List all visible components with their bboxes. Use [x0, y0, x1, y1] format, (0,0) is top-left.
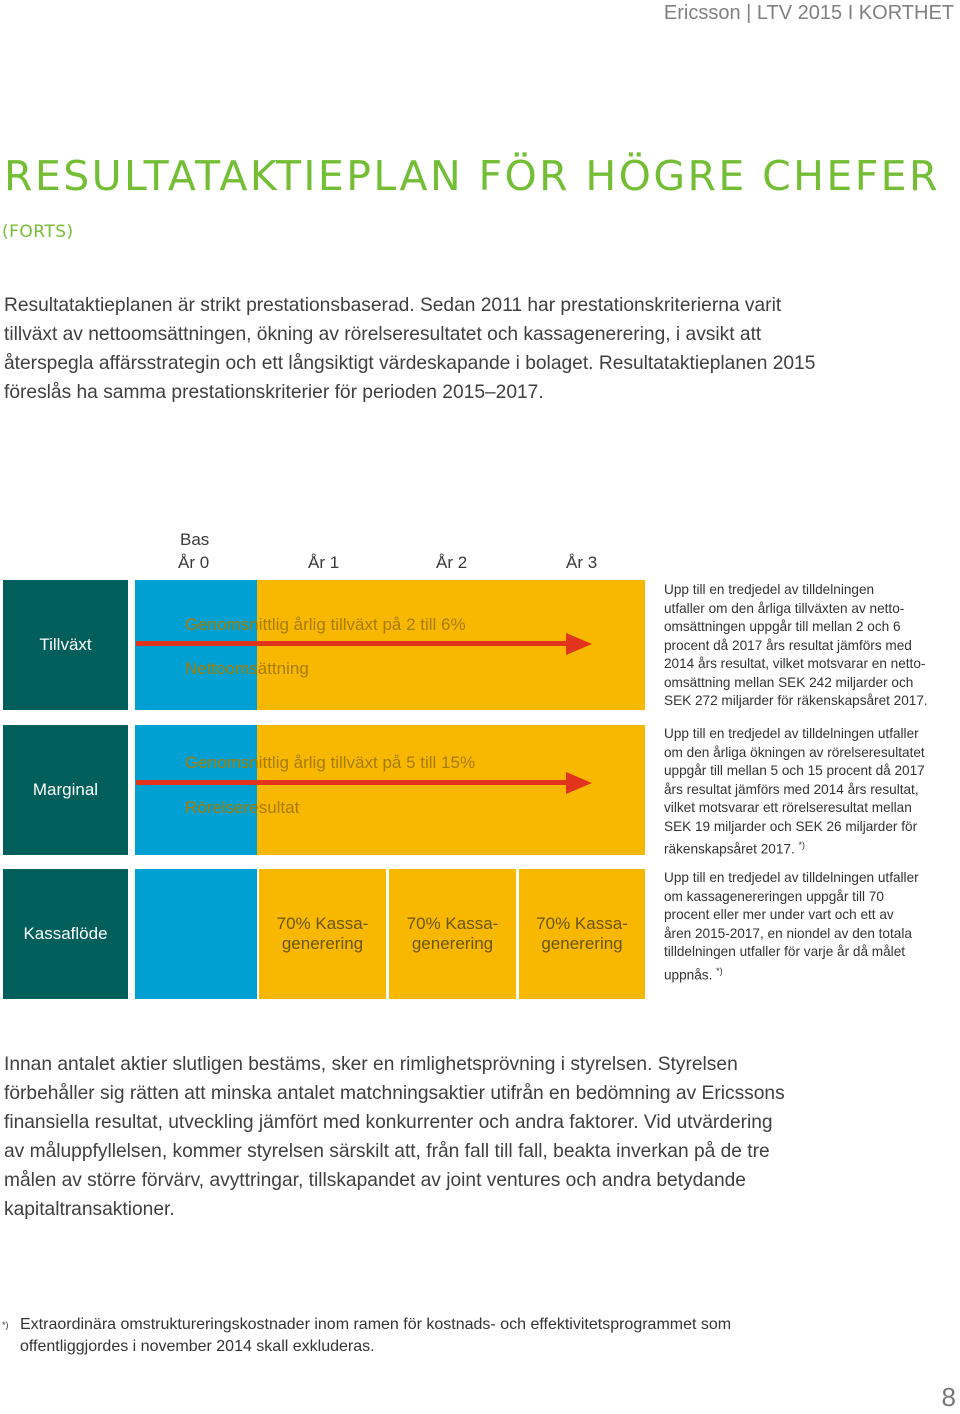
cash-cell-line: generering [281, 934, 364, 953]
base-year-block [135, 725, 257, 855]
row-label-text: Tillväxt [39, 635, 92, 654]
growth-arrow-line [136, 641, 568, 646]
side-line: räkenskapsåret 2017. *) [664, 836, 959, 859]
base-label: Bas [180, 530, 210, 549]
review-line: finansiella resultat, utveckling jämfört… [4, 1112, 773, 1133]
footnote-marker: *) [798, 840, 806, 850]
footnote-marker: *) [716, 965, 723, 976]
target-years-block [257, 725, 645, 855]
review-line: kapitaltransaktioner. [4, 1199, 175, 1220]
row-label-tillvaxt: Tillväxt [3, 580, 128, 710]
review-line: Innan antalet aktier slutligen bestäms, … [4, 1054, 738, 1075]
side-text-kassaflode: Upp till en tredjedel av tilldelningen u… [664, 869, 959, 985]
footnote-line: offentliggjordes i november 2014 skall e… [20, 1338, 375, 1355]
cash-cell-line: generering [411, 934, 494, 953]
footnote: *) Extraordinära omstruktureringskostnad… [2, 1314, 731, 1355]
intro-line: föreslås ha samma prestationskriterier f… [4, 382, 544, 403]
arrow-right-icon [566, 772, 592, 794]
side-text-marginal: Upp till en tredjedel av tilldelningen u… [664, 725, 959, 859]
row-label-kassaflode: Kassaflöde [3, 869, 128, 999]
side-line: uppnås. *) [664, 962, 959, 985]
base-year-block [135, 869, 257, 999]
intro-line: Resultataktieplanen är strikt prestation… [4, 295, 782, 316]
cash-cell-text: 70% Kassa- generering [277, 914, 369, 954]
cash-cell-year-1: 70% Kassa- generering [259, 869, 386, 999]
row-label-marginal: Marginal [3, 725, 128, 855]
page-subtitle: (FORTS) [2, 222, 74, 242]
cash-cell-line: 70% Kassa- [536, 914, 628, 933]
cash-cell-text: 70% Kassa- generering [407, 914, 499, 954]
side-line: omsättningen uppgår till mellan 2 och 6 [664, 619, 901, 634]
side-line: 2014 års resultat, vilket motsvarar en n… [664, 656, 926, 671]
page-title: RESULTATAKTIEPLAN FÖR HÖGRE CHEFER [4, 152, 940, 200]
page-header: Ericsson | LTV 2015 I KORTHET [663, 2, 954, 24]
side-line: om den årliga ökningen av rörelseresulta… [664, 744, 925, 760]
side-line: omsättning mellan SEK 242 miljarder och [664, 674, 914, 690]
side-line-text: räkenskapsåret 2017. [664, 841, 795, 857]
year-label-0: År 0 [178, 553, 210, 572]
row-label-text: Marginal [32, 780, 99, 799]
side-line: SEK 19 miljarder och SEK 26 miljarder fö… [664, 818, 918, 834]
margin-arrow-line [136, 780, 568, 785]
side-line: procent då 2017 års resultat jämförs med [664, 637, 912, 653]
cash-cell-year-2: 70% Kassa- generering [389, 869, 516, 999]
side-text-tillvaxt: Upp till en tredjedel av tilldelningen u… [664, 581, 959, 711]
review-line: av måluppfyllelsen, kommer styrelsen sär… [4, 1141, 770, 1162]
cash-cell-text: 70% Kassa- generering [536, 914, 628, 954]
year-label-1: År 1 [308, 553, 340, 572]
side-line: utfaller om den årliga tillväxten av net… [664, 600, 905, 616]
cash-cell-year-3: 70% Kassa- generering [519, 869, 645, 999]
review-line: förbehåller sig rätten att minska antale… [4, 1083, 785, 1104]
side-line: uppgår till mellan 5 och 15 procent då 2… [664, 763, 925, 778]
footnote-text: Extraordinära omstruktureringskostnader … [20, 1314, 731, 1358]
side-line: Upp till en tredjedel av tilldelningen u… [664, 726, 919, 741]
page-number: 8 [941, 1382, 956, 1412]
side-line: SEK 272 miljarder för räkenskapsåret 201… [664, 693, 928, 708]
side-line: Upp till en tredjedel av tilldelningen [664, 582, 875, 597]
arrow-right-icon [566, 633, 592, 655]
cash-cell-line: generering [541, 934, 623, 953]
side-line-text: uppnås. [664, 967, 713, 983]
intro-line: återspegla affärsstrategin och ett långs… [4, 353, 816, 374]
cash-cell-line: 70% Kassa- [276, 914, 369, 933]
side-line: procent eller mer under vart och ett av [664, 907, 894, 922]
bar-sub-marginal: Rörelseresultat [185, 798, 300, 817]
year-label-2: År 2 [436, 553, 468, 572]
footnote-line: Extraordinära omstruktureringskostnader … [20, 1316, 732, 1333]
intro-paragraph: Resultataktieplanen är strikt prestation… [4, 291, 954, 407]
side-line: vilket motsvarar ett rörelseresultat mel… [664, 800, 912, 815]
review-paragraph: Innan antalet aktier slutligen bestäms, … [4, 1050, 944, 1224]
bar-title-marginal: Genomsnittlig årlig tillväxt på 5 till 1… [185, 753, 476, 772]
review-line: målen av större förvärv, avyttringar, ti… [4, 1170, 746, 1191]
side-line: tilldelningen utfaller för varje år då m… [664, 944, 906, 959]
year-label-3: År 3 [566, 553, 598, 572]
footnote-marker: *) [2, 1320, 9, 1330]
cash-cell-line: 70% Kassa- [406, 914, 499, 933]
side-line: Upp till en tredjedel av tilldelningen u… [664, 870, 919, 885]
bar-sub-tillvaxt: Nettoomsättning [185, 659, 309, 678]
side-line: om kassagenereringen uppgår till 70 [664, 888, 884, 904]
side-line: års resultat jämförs med 2014 års result… [664, 781, 919, 797]
side-line: åren 2015-2017, en niondel av den totala [664, 925, 912, 941]
row-label-text: Kassaflöde [23, 924, 108, 943]
bar-title-tillvaxt: Genomsnittlig årlig tillväxt på 2 till 6… [185, 615, 466, 634]
intro-line: tillväxt av nettoomsättningen, ökning av… [4, 324, 762, 345]
